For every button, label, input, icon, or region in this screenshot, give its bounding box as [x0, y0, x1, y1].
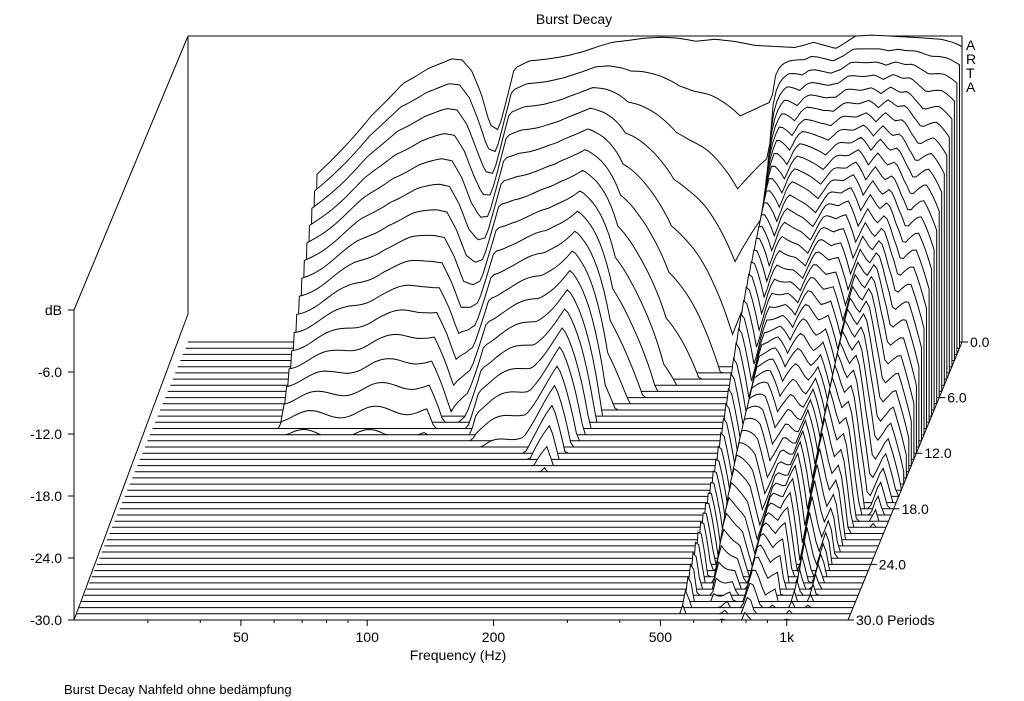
- y-tick-label: -18.0: [30, 488, 62, 504]
- z-tick-label: 30.0 Periods: [856, 612, 935, 628]
- decay-slice: [162, 161, 938, 405]
- watermark-letter: A: [966, 37, 976, 53]
- x-tick-label: 50: [233, 629, 249, 645]
- decay-slice: [86, 544, 861, 590]
- decay-slice: [91, 522, 866, 579]
- decay-slice: [84, 556, 859, 596]
- x-tick-label: 200: [482, 629, 506, 645]
- decay-slice: [76, 596, 851, 615]
- decay-slice: [74, 611, 848, 621]
- decay-slice: [79, 582, 854, 609]
- y-tick-label: -12.0: [30, 426, 62, 442]
- z-axis-line: [847, 341, 963, 621]
- z-tick-label: 24.0: [879, 556, 906, 572]
- z-tick-label: 6.0: [947, 390, 967, 406]
- watermark-letter: T: [966, 65, 975, 81]
- z-tick-label: 12.0: [924, 445, 951, 461]
- y-axis-ticks: dB -6.0 -12.0 -18.0 -24.0 -30.0: [30, 302, 74, 628]
- z-tick-label: 0.0: [970, 334, 990, 350]
- x-tick-label: 500: [649, 629, 673, 645]
- chart-subtitle: Burst Decay Nahfeld ohne bedämpfung: [64, 682, 292, 697]
- y-tick-label: -30.0: [30, 612, 62, 628]
- decay-slice: [81, 569, 856, 602]
- x-axis-ticks: 50 100 200 500 1k: [147, 620, 795, 645]
- waterfall-slices: [74, 34, 963, 621]
- x-axis-label: Frequency (Hz): [410, 647, 506, 663]
- x-tick-label: 1k: [779, 629, 795, 645]
- chart-title: Burst Decay: [536, 11, 612, 27]
- watermark-letter: A: [966, 79, 976, 95]
- side-wall-bottom-edge: [73, 313, 189, 621]
- z-tick-label: 18.0: [902, 501, 929, 517]
- y-tick-label: -6.0: [38, 364, 62, 380]
- decay-slice: [89, 532, 864, 584]
- y-tick-label: -24.0: [30, 550, 62, 566]
- y-tick-label: dB: [45, 302, 62, 318]
- watermark-letter: R: [966, 51, 976, 67]
- z-axis-ticks: 0.0 6.0 12.0 18.0 24.0 30.0 Periods: [848, 334, 990, 628]
- x-tick-label: 100: [356, 629, 380, 645]
- decay-slice: [160, 174, 935, 411]
- side-wall-top-edge: [73, 35, 189, 311]
